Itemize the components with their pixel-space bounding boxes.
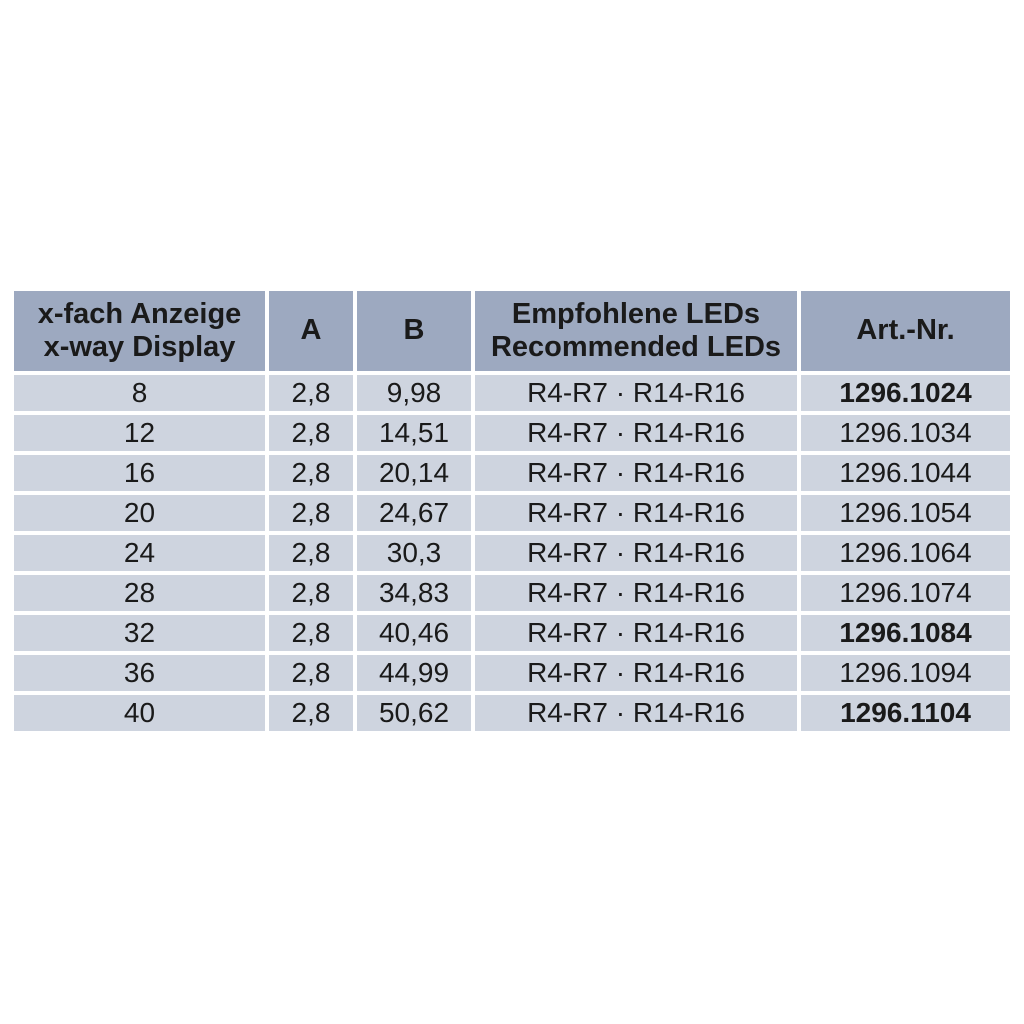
header-leds-de: Empfohlene LEDs — [511, 297, 761, 330]
cell-display: 20 — [14, 495, 265, 531]
cell-a: 2,8 — [269, 495, 353, 531]
cell-b: 50,62 — [357, 695, 471, 731]
header-cell-display: x-fach Anzeige x-way Display — [14, 291, 265, 371]
cell-art-nr: 1296.1074 — [801, 575, 1010, 611]
cell-a: 2,8 — [269, 375, 353, 411]
cell-display: 40 — [14, 695, 265, 731]
cell-art-nr: 1296.1044 — [801, 455, 1010, 491]
cell-b: 9,98 — [357, 375, 471, 411]
cell-display: 36 — [14, 655, 265, 691]
cell-leds: R4-R7 · R14-R16 — [475, 535, 797, 571]
header-cell-leds: Empfohlene LEDs Recommended LEDs — [475, 291, 797, 371]
cell-leds: R4-R7 · R14-R16 — [475, 415, 797, 451]
cell-art-nr: 1296.1024 — [801, 375, 1010, 411]
cell-display: 28 — [14, 575, 265, 611]
cell-display: 24 — [14, 535, 265, 571]
cell-leds: R4-R7 · R14-R16 — [475, 455, 797, 491]
cell-b: 40,46 — [357, 615, 471, 651]
cell-b: 14,51 — [357, 415, 471, 451]
cell-b: 30,3 — [357, 535, 471, 571]
cell-display: 12 — [14, 415, 265, 451]
header-cell-art-nr: Art.-Nr. — [801, 291, 1010, 371]
cell-art-nr: 1296.1094 — [801, 655, 1010, 691]
cell-a: 2,8 — [269, 575, 353, 611]
cell-leds: R4-R7 · R14-R16 — [475, 615, 797, 651]
cell-display: 8 — [14, 375, 265, 411]
cell-art-nr: 1296.1084 — [801, 615, 1010, 651]
cell-art-nr: 1296.1034 — [801, 415, 1010, 451]
header-display-en: x-way Display — [43, 331, 236, 363]
cell-display: 32 — [14, 615, 265, 651]
cell-b: 20,14 — [357, 455, 471, 491]
header-cell-a: A — [269, 291, 353, 371]
cell-a: 2,8 — [269, 535, 353, 571]
cell-display: 16 — [14, 455, 265, 491]
cell-art-nr: 1296.1104 — [801, 695, 1010, 731]
cell-leds: R4-R7 · R14-R16 — [475, 655, 797, 691]
cell-a: 2,8 — [269, 455, 353, 491]
led-display-spec-table: x-fach Anzeige x-way Display A B Empfohl… — [14, 291, 1010, 731]
header-display-de: x-fach Anzeige — [37, 297, 242, 330]
cell-art-nr: 1296.1064 — [801, 535, 1010, 571]
cell-a: 2,8 — [269, 415, 353, 451]
cell-leds: R4-R7 · R14-R16 — [475, 575, 797, 611]
cell-a: 2,8 — [269, 695, 353, 731]
cell-leds: R4-R7 · R14-R16 — [475, 495, 797, 531]
header-leds-en: Recommended LEDs — [490, 331, 782, 363]
cell-b: 44,99 — [357, 655, 471, 691]
cell-leds: R4-R7 · R14-R16 — [475, 375, 797, 411]
cell-a: 2,8 — [269, 655, 353, 691]
cell-b: 34,83 — [357, 575, 471, 611]
cell-art-nr: 1296.1054 — [801, 495, 1010, 531]
cell-leds: R4-R7 · R14-R16 — [475, 695, 797, 731]
cell-b: 24,67 — [357, 495, 471, 531]
cell-a: 2,8 — [269, 615, 353, 651]
header-cell-b: B — [357, 291, 471, 371]
